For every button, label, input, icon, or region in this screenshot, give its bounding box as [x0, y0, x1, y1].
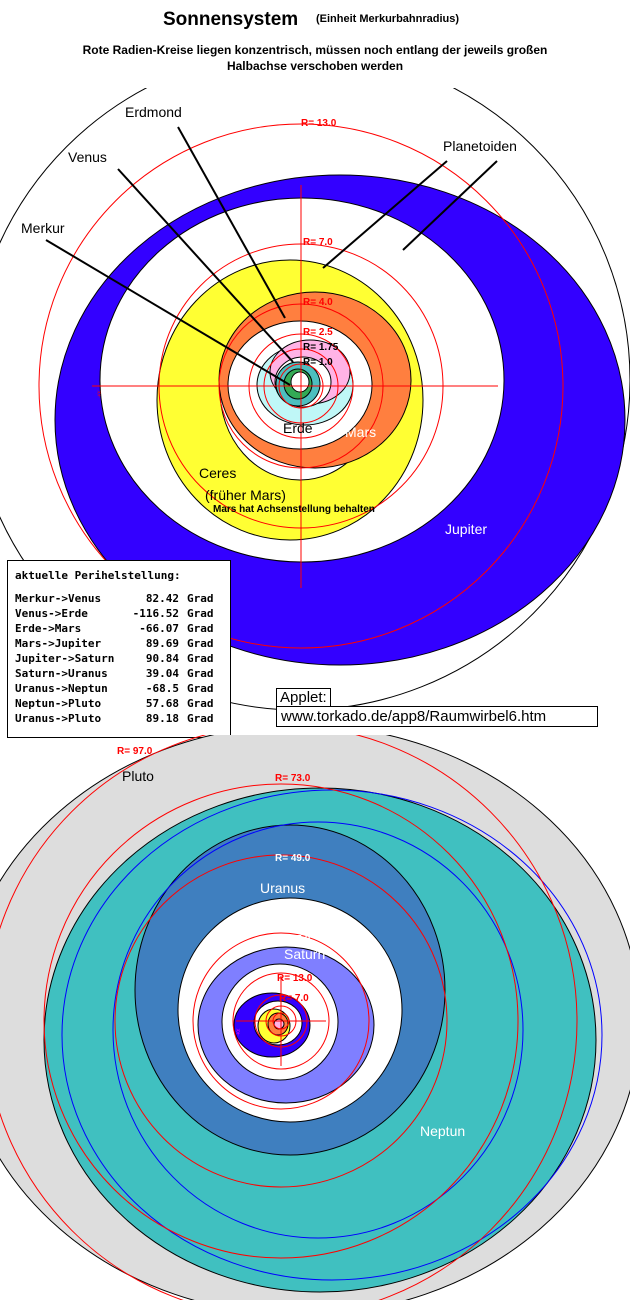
perihel-row: Mars->Jupiter 89.69 Grad [15, 637, 214, 650]
perihel-row: Saturn->Uranus 39.04 Grad [15, 667, 214, 680]
venus-pointer [117, 168, 294, 363]
label-frueher-mars: (früher Mars) [205, 487, 286, 503]
applet-url-link[interactable]: www.torkado.de/app8/Raumwirbel6.htm [276, 706, 598, 727]
perihel-row: Merkur->Venus 82.42 Grad [15, 592, 214, 605]
radius-circle-97 [0, 735, 578, 1300]
planetoiden-pointer-1 [322, 160, 448, 269]
label-erde: Erde [283, 420, 313, 436]
description: Rote Radien-Kreise liegen konzentrisch, … [20, 42, 610, 74]
radius-label-13: R= 13.0 [301, 118, 337, 129]
label-pluto: Pluto [122, 768, 154, 784]
radius-label-2-5: R= 2.5 [303, 327, 333, 338]
label-planetoiden: Planetoiden [443, 138, 517, 154]
label-venus: Venus [68, 149, 107, 165]
radius-label-7: R= 7.0 [303, 237, 333, 248]
radius-label-97: R= 97.0 [117, 746, 153, 757]
perihel-title: aktuelle Perihelstellung: [15, 569, 181, 582]
perihel-row: Venus->Erde -116.52 Grad [15, 607, 214, 620]
outer-solar-system-diagram: R= 97.0 R= 73.0 R= 49.0 R= 25.0 R= 13.0 … [0, 735, 630, 1300]
label-mars-note: Mars hat Achsenstellung behalten [213, 504, 375, 515]
description-line-2: Halbachse verschoben werden [226, 59, 404, 73]
applet-label: Applet: [276, 688, 331, 707]
merkur-inner-edge [290, 371, 310, 393]
radius-label-1-75: R= 1.75 [303, 342, 339, 353]
page-subtitle: (Einheit Merkurbahnradius) [316, 13, 460, 25]
description-line-1: Rote Radien-Kreise liegen konzentrisch, … [82, 43, 548, 57]
radius-circle-73 [43, 783, 519, 1259]
radius-circle-13-b [232, 972, 330, 1070]
perihel-row: Uranus->Pluto 89.18 Grad [15, 712, 214, 725]
radius-label-4: R= 4.0 [303, 297, 333, 308]
label-erdmond: Erdmond [125, 104, 182, 120]
sun-symbol-icon: ☿ [95, 389, 103, 401]
perihel-row: Erde->Mars -66.07 Grad [15, 622, 214, 635]
label-uranus: Uranus [260, 880, 305, 896]
perihel-row: Jupiter->Saturn 90.84 Grad [15, 652, 214, 665]
erdmond-pointer [177, 126, 286, 319]
radius-label-73: R= 73.0 [275, 773, 311, 784]
planetoiden-pointer-2 [402, 160, 498, 251]
radius-label-25: R= 25.0 [275, 934, 311, 945]
page-title: Sonnensystem [163, 9, 299, 30]
radius-circle-25 [192, 932, 370, 1110]
inner-solar-system-diagram: R= 13.0 R= 7.0 R= 4.0 R= 2.5 R= 1.75 R= … [0, 88, 630, 711]
sun-symbol-icon-b: ☿ [234, 1027, 242, 1039]
radius-label-1: R= 1.0 [303, 357, 333, 368]
perihel-row: Uranus->Neptun -68.5 Grad [15, 682, 214, 695]
radius-label-13-b: R= 13.0 [277, 973, 313, 984]
radius-circle-49 [114, 854, 448, 1188]
label-merkur: Merkur [21, 220, 65, 236]
radius-label-7-b: R= 7.0 [279, 993, 309, 1004]
label-jupiter: Jupiter [445, 521, 487, 537]
label-neptun: Neptun [420, 1123, 465, 1139]
label-mars: Mars [345, 424, 376, 440]
label-ceres: Ceres [199, 465, 236, 481]
radius-label-49: R= 49.0 [275, 853, 311, 864]
perihel-row: Neptun->Pluto 57.68 Grad [15, 697, 214, 710]
merkur-pointer [45, 239, 291, 386]
label-saturn: Saturn [284, 946, 325, 962]
perihel-table: aktuelle Perihelstellung: Merkur->Venus 8… [7, 560, 231, 738]
radius-circle-13 [38, 123, 564, 649]
uranus-outline [112, 821, 524, 1239]
